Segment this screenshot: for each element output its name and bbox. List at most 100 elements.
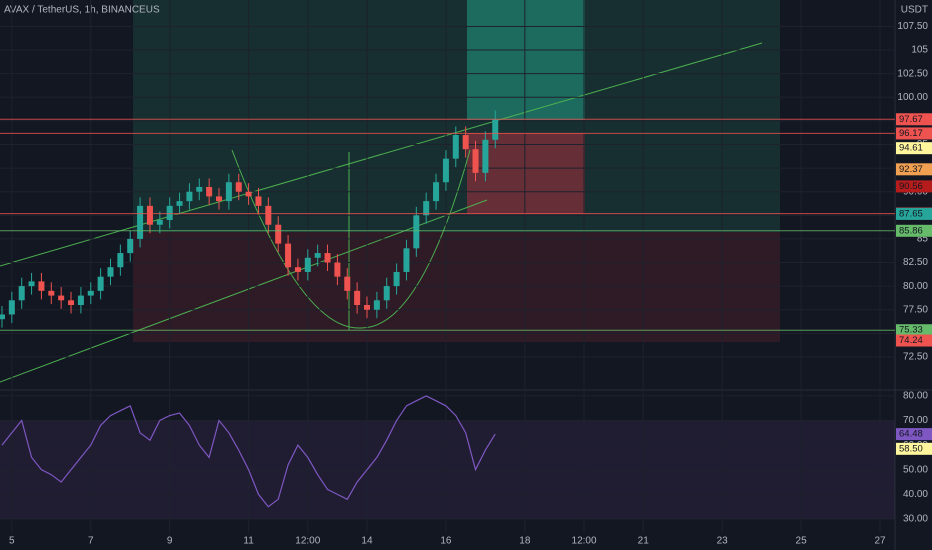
price-tag — [896, 334, 932, 347]
candle-body — [77, 295, 84, 306]
x-tick-label: 27 — [874, 536, 886, 547]
price-tag — [896, 442, 932, 455]
candle-body — [28, 281, 35, 287]
candle-body — [462, 135, 469, 150]
y-tick-label: 105 — [911, 45, 928, 56]
target-box — [467, 0, 585, 120]
cup-curve — [231, 149, 471, 329]
candle-body — [452, 135, 459, 159]
candle-body — [314, 253, 321, 258]
y-tick-label: 102.50 — [897, 68, 928, 79]
x-tick-label: 23 — [717, 536, 729, 547]
y-tick-label: 30.00 — [903, 514, 928, 525]
y-tick-label: 82.50 — [903, 257, 928, 268]
candle-body — [275, 224, 282, 244]
candle-body — [403, 248, 410, 272]
candle-body — [482, 139, 489, 173]
candle-body — [58, 295, 65, 301]
y-tick-label: 72.50 — [903, 352, 928, 363]
candle-body — [206, 186, 213, 197]
price-tag — [896, 207, 932, 220]
candle-body — [38, 281, 45, 291]
candle-body — [363, 305, 370, 310]
candle-body — [324, 253, 331, 263]
candle-body — [146, 205, 153, 225]
candle-body — [186, 191, 193, 202]
price-tag-label: 74.24 — [899, 335, 923, 346]
price-tag-label: 90.56 — [899, 181, 923, 192]
candle-body — [0, 314, 5, 320]
price-tag — [896, 428, 932, 441]
x-tick-label: 16 — [440, 536, 452, 547]
price-tag-label: 85.86 — [899, 225, 923, 236]
x-tick-label: 18 — [519, 536, 531, 547]
candle-body — [137, 205, 144, 239]
y-tick-label: 70.00 — [903, 415, 928, 426]
candle-body — [255, 196, 262, 206]
candle-body — [285, 243, 292, 268]
candle-body — [373, 300, 380, 310]
price-tag-label: 94.61 — [899, 143, 923, 154]
trend-line — [0, 42, 763, 267]
price-tag — [896, 113, 932, 126]
candle-body — [433, 182, 440, 202]
y-tick-label: 85 — [917, 234, 929, 245]
x-tick-label: 14 — [361, 536, 373, 547]
candle-body — [196, 186, 203, 192]
candle-body — [68, 300, 75, 306]
price-tag — [896, 224, 932, 237]
candle-body — [245, 191, 252, 197]
x-tick-label: 12:00 — [295, 536, 320, 547]
price-tag-label: 75.33 — [899, 325, 923, 336]
candle-body — [472, 149, 479, 173]
y-tick-label: 77.50 — [903, 304, 928, 315]
candle-body — [354, 290, 361, 306]
candle-body — [304, 257, 311, 272]
candle-body — [334, 262, 341, 277]
candle-body — [423, 201, 430, 216]
x-tick-label: 5 — [9, 536, 15, 547]
x-tick-label: 11 — [243, 536, 254, 547]
x-tick-label: 9 — [167, 536, 173, 547]
y-tick-label: 80.00 — [903, 281, 928, 292]
price-tag — [896, 324, 932, 337]
y-tick-label: 107.50 — [897, 21, 928, 32]
candle-body — [492, 119, 499, 140]
y-tick-label: 40.00 — [903, 489, 928, 500]
price-tag-label: 58.50 — [899, 443, 923, 454]
candle-body — [87, 290, 94, 296]
candle-body — [176, 201, 183, 206]
short-zone — [133, 232, 780, 342]
candle-body — [413, 215, 420, 249]
candle-body — [166, 205, 173, 221]
price-tag-label: 64.48 — [899, 429, 923, 440]
candle-body — [383, 286, 390, 301]
price-tag — [896, 180, 932, 193]
rsi-line — [1, 395, 496, 508]
candle-body — [8, 300, 15, 315]
x-tick-label: 12:00 — [572, 536, 597, 547]
x-tick-label: 21 — [638, 536, 650, 547]
candle-body — [393, 271, 400, 287]
price-tag-label: 92.37 — [899, 164, 923, 175]
candle-body — [48, 290, 55, 296]
y-tick-label: 80.00 — [903, 391, 928, 402]
price-tag — [896, 142, 932, 155]
chart-title: AVAX / TetherUS, 1h, BINANCEUS — [4, 5, 160, 16]
candle-body — [225, 182, 232, 202]
candle-body — [156, 220, 163, 225]
candle-body — [97, 276, 104, 291]
candle-body — [235, 182, 242, 192]
price-tag — [896, 127, 932, 140]
candle-body — [18, 286, 25, 301]
x-tick-label: 7 — [88, 536, 94, 547]
candle-body — [294, 267, 301, 272]
candle-body — [216, 196, 223, 202]
candle-body — [107, 267, 114, 277]
axis-unit: USDT — [901, 5, 928, 16]
candle-body — [442, 158, 449, 183]
candle-body — [265, 205, 272, 225]
price-tag-label: 96.17 — [899, 128, 923, 139]
y-tick-label: 50.00 — [903, 464, 928, 475]
